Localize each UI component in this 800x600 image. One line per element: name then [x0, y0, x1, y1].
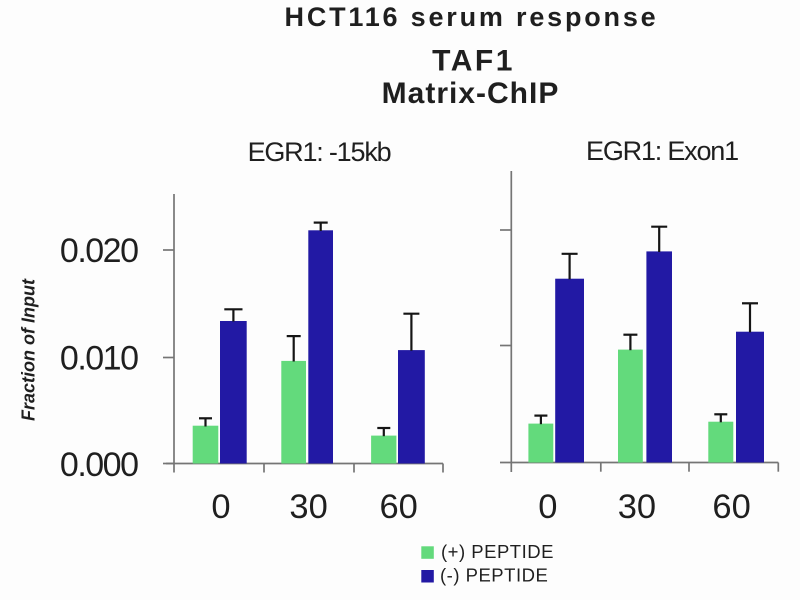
svg-text:0: 0: [538, 488, 557, 526]
svg-text:(-) PEPTIDE: (-) PEPTIDE: [440, 565, 548, 586]
svg-text:0.020: 0.020: [60, 232, 138, 270]
svg-text:TAF1: TAF1: [432, 45, 515, 78]
svg-text:0.010: 0.010: [60, 340, 138, 378]
svg-text:0.000: 0.000: [60, 446, 138, 484]
svg-text:Matrix-ChIP: Matrix-ChIP: [382, 77, 560, 110]
svg-text:0: 0: [211, 488, 230, 526]
svg-text:30: 30: [289, 488, 327, 526]
svg-text:(+) PEPTIDE: (+) PEPTIDE: [441, 541, 554, 562]
svg-text:EGR1: -15kb: EGR1: -15kb: [248, 137, 391, 167]
svg-text:60: 60: [380, 488, 418, 526]
svg-text:30: 30: [618, 488, 656, 526]
svg-text:HCT116 serum response: HCT116 serum response: [285, 2, 659, 32]
svg-text:EGR1: Exon1: EGR1: Exon1: [586, 136, 738, 166]
svg-text:Fraction of Input: Fraction of Input: [19, 278, 39, 421]
svg-text:60: 60: [712, 488, 750, 526]
